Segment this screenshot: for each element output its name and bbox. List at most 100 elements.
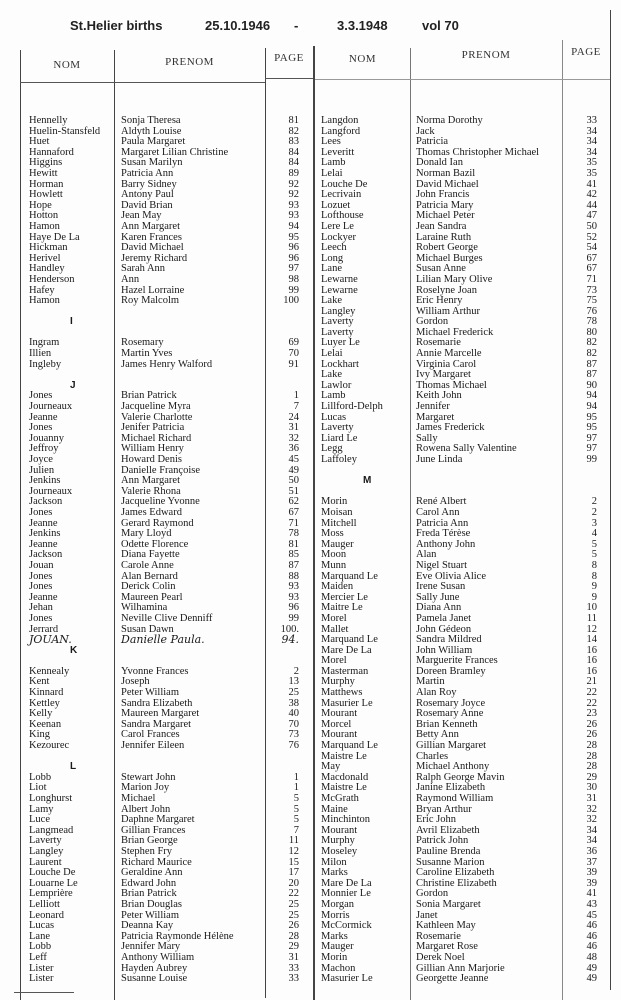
given-names: Pamela Janet — [416, 612, 472, 624]
volume-number: vol 70 — [422, 18, 459, 33]
given-names: Roy Malcolm — [121, 295, 180, 307]
register-entry: Joyce Howard Denis 45 — [29, 454, 309, 466]
surname: Jouan — [29, 559, 54, 571]
surname: Lees — [321, 136, 341, 148]
page-number: 30 — [586, 782, 598, 794]
given-names: Alan — [416, 549, 437, 561]
register-entry: Macdonald Ralph George Mavin 29 — [321, 772, 606, 784]
register-entry: Luyer Le Rosemarie 82 — [321, 338, 606, 349]
surname: Maistre Le — [321, 782, 367, 794]
page-number: 46 — [586, 930, 598, 942]
page-number: 81 — [288, 538, 300, 550]
register-entry: Masurier Le Rosemary Joyce 22 — [321, 698, 606, 710]
given-names: Sarah Ann — [121, 263, 166, 275]
register-entry: Lelliott Brian Douglas 25 — [29, 898, 309, 911]
register-entry: Maiden Irene Susan 9 — [321, 582, 606, 593]
given-names: Michael Peter — [416, 210, 475, 222]
register-entry: Langdon Norma Dorothy 33 — [321, 115, 606, 127]
given-names: Hazel Lorraine — [121, 284, 185, 296]
surname: Lucas — [29, 920, 55, 932]
page-number: 54 — [586, 242, 598, 254]
given-names: Gillian Ann Marjorie — [416, 962, 505, 974]
page-number: 12 — [288, 845, 300, 857]
given-names: Rowena Sally Valentine — [416, 443, 517, 455]
page-number: 94 — [288, 220, 300, 232]
date-from: 25.10.1946 — [205, 18, 271, 33]
surname: Keenan — [29, 718, 62, 730]
given-names: Sandra Elizabeth — [121, 697, 193, 709]
register-entry: Moisan Carol Ann 2 — [321, 507, 606, 519]
given-names: Brian Patrick — [121, 888, 177, 900]
surname: Lillford-Delph — [321, 401, 383, 413]
page-number: 17 — [288, 867, 300, 879]
given-names: Martin — [416, 676, 445, 688]
surname: Howlett — [29, 189, 63, 201]
surname: Laurent — [29, 856, 62, 868]
surname: Morel — [321, 655, 347, 667]
surname: Maiden — [321, 581, 354, 593]
given-names: Rosemarie — [416, 337, 461, 349]
page-number: 46 — [586, 941, 598, 953]
given-names: Michael — [121, 793, 156, 804]
page-number: 16 — [586, 644, 598, 656]
surname: Mallet — [321, 623, 349, 635]
surname: Louche De — [321, 178, 368, 190]
given-names: Alan Roy — [416, 687, 457, 699]
register-entry: Laverty James Frederick 95 — [321, 423, 606, 434]
page-number: 93 — [288, 581, 300, 593]
given-names: Rosemary — [121, 337, 164, 349]
given-names: Christine Elizabeth — [416, 877, 497, 889]
page-number: 5 — [293, 803, 299, 815]
page-number: 97 — [288, 263, 300, 275]
given-names: Derick Colin — [121, 581, 176, 593]
given-names: Sonja Theresa — [121, 115, 181, 126]
surname: Morin — [321, 951, 348, 963]
surname: Legg — [321, 443, 343, 455]
page-number: 28 — [586, 740, 598, 752]
given-names: Gerard Raymond — [121, 517, 194, 529]
page-number: 80 — [586, 326, 598, 338]
surname: Hafey — [29, 284, 55, 296]
surname: Leff — [29, 951, 47, 963]
surname: Murphy — [321, 835, 355, 847]
given-names: Brian Douglas — [121, 898, 182, 910]
register-entry: May Michael Anthony 28 — [321, 762, 606, 773]
given-names: Margaret Lilian Christine — [121, 146, 229, 158]
register-entry: Matthews Alan Roy 22 — [321, 687, 606, 699]
given-names: Ann Margaret — [121, 475, 180, 487]
register-entry: Morris Janet 45 — [321, 910, 606, 922]
register-entry: Lawlor Thomas Michael 90 — [321, 380, 606, 392]
register-entry: McGrath Raymond William 31 — [321, 793, 606, 805]
surname: McCormick — [321, 920, 372, 932]
page-number: 99 — [288, 284, 300, 296]
page-number: 5 — [293, 793, 299, 804]
register-entry: Lobb Jennifer Mary 29 — [29, 942, 309, 953]
page-number: 5 — [591, 549, 597, 561]
page-number: 7 — [293, 401, 299, 413]
surname: Jones — [29, 581, 53, 593]
surname: Jeffroy — [29, 443, 59, 455]
surname: Lake — [321, 295, 342, 307]
surname: Haye De La — [29, 231, 80, 243]
page-number: 67 — [586, 252, 598, 264]
register-title: St.Helier births — [70, 18, 163, 33]
register-entry: Milon Susanne Marion 37 — [321, 857, 606, 869]
page-number: 34 — [586, 835, 598, 847]
given-names: Jennifer — [416, 401, 450, 413]
register-entry: Lane Susan Anne 67 — [321, 264, 606, 275]
given-names: Geraldine Ann — [121, 867, 183, 879]
register-entry: Lane Patricia Raymonde Hélène 28 — [29, 931, 309, 943]
register-entry: Jenkins Mary Lloyd 78 — [29, 529, 309, 540]
page-number: 67 — [288, 506, 300, 518]
given-names: Jacqueline Yvonne — [121, 496, 200, 508]
given-names: Jack — [416, 125, 435, 137]
register-entry: Jones Brian Patrick 1 — [29, 391, 309, 402]
page-number: 93 — [288, 210, 300, 222]
given-names: Yvonne Frances — [121, 665, 189, 677]
surname: Laverty — [321, 326, 354, 338]
header-page: PAGE — [571, 46, 601, 58]
register-entry: Louarne Le Edward John 20 — [29, 878, 309, 890]
register-entry: Hafey Hazel Lorraine 99 — [29, 284, 309, 297]
surname: Morel — [321, 612, 347, 624]
page-number: 94 — [586, 390, 598, 402]
